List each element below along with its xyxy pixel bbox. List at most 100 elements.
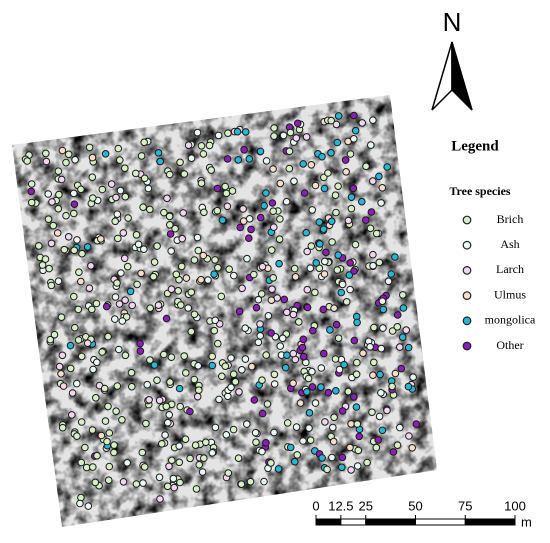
tree-point — [164, 418, 172, 427]
tree-point — [370, 358, 378, 367]
tree-point — [156, 157, 164, 166]
tree-point — [328, 453, 336, 462]
tree-point — [101, 417, 110, 425]
tree-point — [137, 152, 146, 160]
tree-point — [349, 184, 358, 193]
scale-tick-label: 100 — [504, 498, 526, 513]
tree-point — [140, 138, 148, 147]
tree-point — [81, 443, 89, 452]
tree-point — [326, 326, 334, 334]
tree-point — [342, 168, 350, 176]
tree-point — [270, 380, 279, 388]
tree-point — [252, 438, 260, 447]
tree-point — [383, 163, 392, 171]
tree-point — [132, 231, 141, 239]
tree-point — [391, 253, 399, 261]
tree-point — [391, 369, 400, 378]
tree-point — [305, 409, 314, 417]
tree-point — [128, 382, 136, 391]
tree-point — [98, 348, 106, 356]
tree-point — [404, 382, 413, 391]
tree-point — [267, 296, 276, 305]
tree-point — [377, 344, 386, 353]
tree-point — [270, 428, 278, 437]
tree-point — [351, 126, 360, 135]
tree-point — [115, 345, 123, 354]
tree-point — [58, 146, 67, 155]
tree-point — [295, 318, 303, 326]
tree-point — [57, 313, 66, 322]
tree-point — [225, 265, 233, 274]
tree-point — [247, 225, 255, 234]
tree-point — [218, 216, 227, 224]
tree-point — [358, 197, 366, 206]
tree-point — [260, 477, 268, 486]
tree-point — [240, 146, 248, 154]
tree-point — [256, 332, 265, 340]
tree-point — [115, 300, 124, 308]
tree-point — [153, 376, 161, 385]
tree-point — [62, 211, 70, 220]
tree-point — [268, 199, 277, 207]
tree-point — [175, 458, 184, 467]
tree-point — [258, 447, 266, 456]
tree-point — [329, 423, 337, 432]
tree-point — [319, 305, 328, 314]
tree-point — [70, 246, 78, 255]
tree-point — [379, 305, 388, 314]
tree-point — [49, 221, 58, 230]
tree-point — [316, 240, 324, 248]
tree-point — [238, 366, 246, 374]
tree-point — [83, 243, 92, 251]
scale-tick-label: 12.5 — [328, 498, 353, 513]
tree-point — [327, 149, 335, 157]
tree-point — [302, 133, 311, 141]
tree-point — [292, 134, 301, 142]
tree-point — [350, 393, 358, 401]
tree-point — [136, 347, 145, 355]
tree-point — [54, 167, 63, 175]
tree-point — [45, 264, 53, 273]
tree-point — [190, 375, 199, 384]
tree-point — [195, 461, 203, 469]
tree-point — [293, 451, 302, 459]
legend-subtitle: Tree species — [449, 184, 511, 198]
tree-point — [217, 292, 226, 301]
tree-point — [186, 407, 194, 416]
scale-segment — [365, 518, 416, 526]
tree-point — [235, 388, 243, 396]
tree-point — [331, 191, 340, 199]
tree-point — [68, 411, 76, 419]
tree-point — [344, 216, 353, 225]
tree-point — [331, 355, 340, 363]
tree-point — [124, 214, 132, 222]
tree-point — [119, 229, 128, 237]
tree-point — [97, 235, 105, 243]
tree-point — [338, 463, 346, 472]
tree-point — [42, 157, 51, 166]
tree-point — [142, 419, 150, 428]
tree-point — [160, 208, 168, 217]
tree-point — [154, 301, 163, 310]
tree-point — [289, 310, 298, 319]
tree-point — [193, 128, 202, 137]
tree-point — [322, 248, 330, 257]
tree-point — [408, 444, 417, 452]
tree-point — [127, 368, 136, 377]
tree-point — [150, 258, 159, 266]
legend-title: Legend — [451, 138, 499, 154]
tree-point — [77, 185, 85, 194]
tree-point — [121, 296, 129, 305]
tree-point — [208, 352, 216, 361]
tree-point — [412, 420, 421, 428]
tree-point — [89, 463, 97, 471]
scale-tick-label: 25 — [359, 498, 373, 513]
tree-point — [74, 336, 83, 344]
tree-point — [91, 478, 100, 487]
tree-point — [218, 372, 226, 381]
tree-point — [267, 459, 275, 467]
tree-point — [165, 462, 173, 471]
tree-point — [332, 387, 340, 395]
tree-point — [144, 184, 153, 193]
tree-point — [165, 170, 174, 179]
